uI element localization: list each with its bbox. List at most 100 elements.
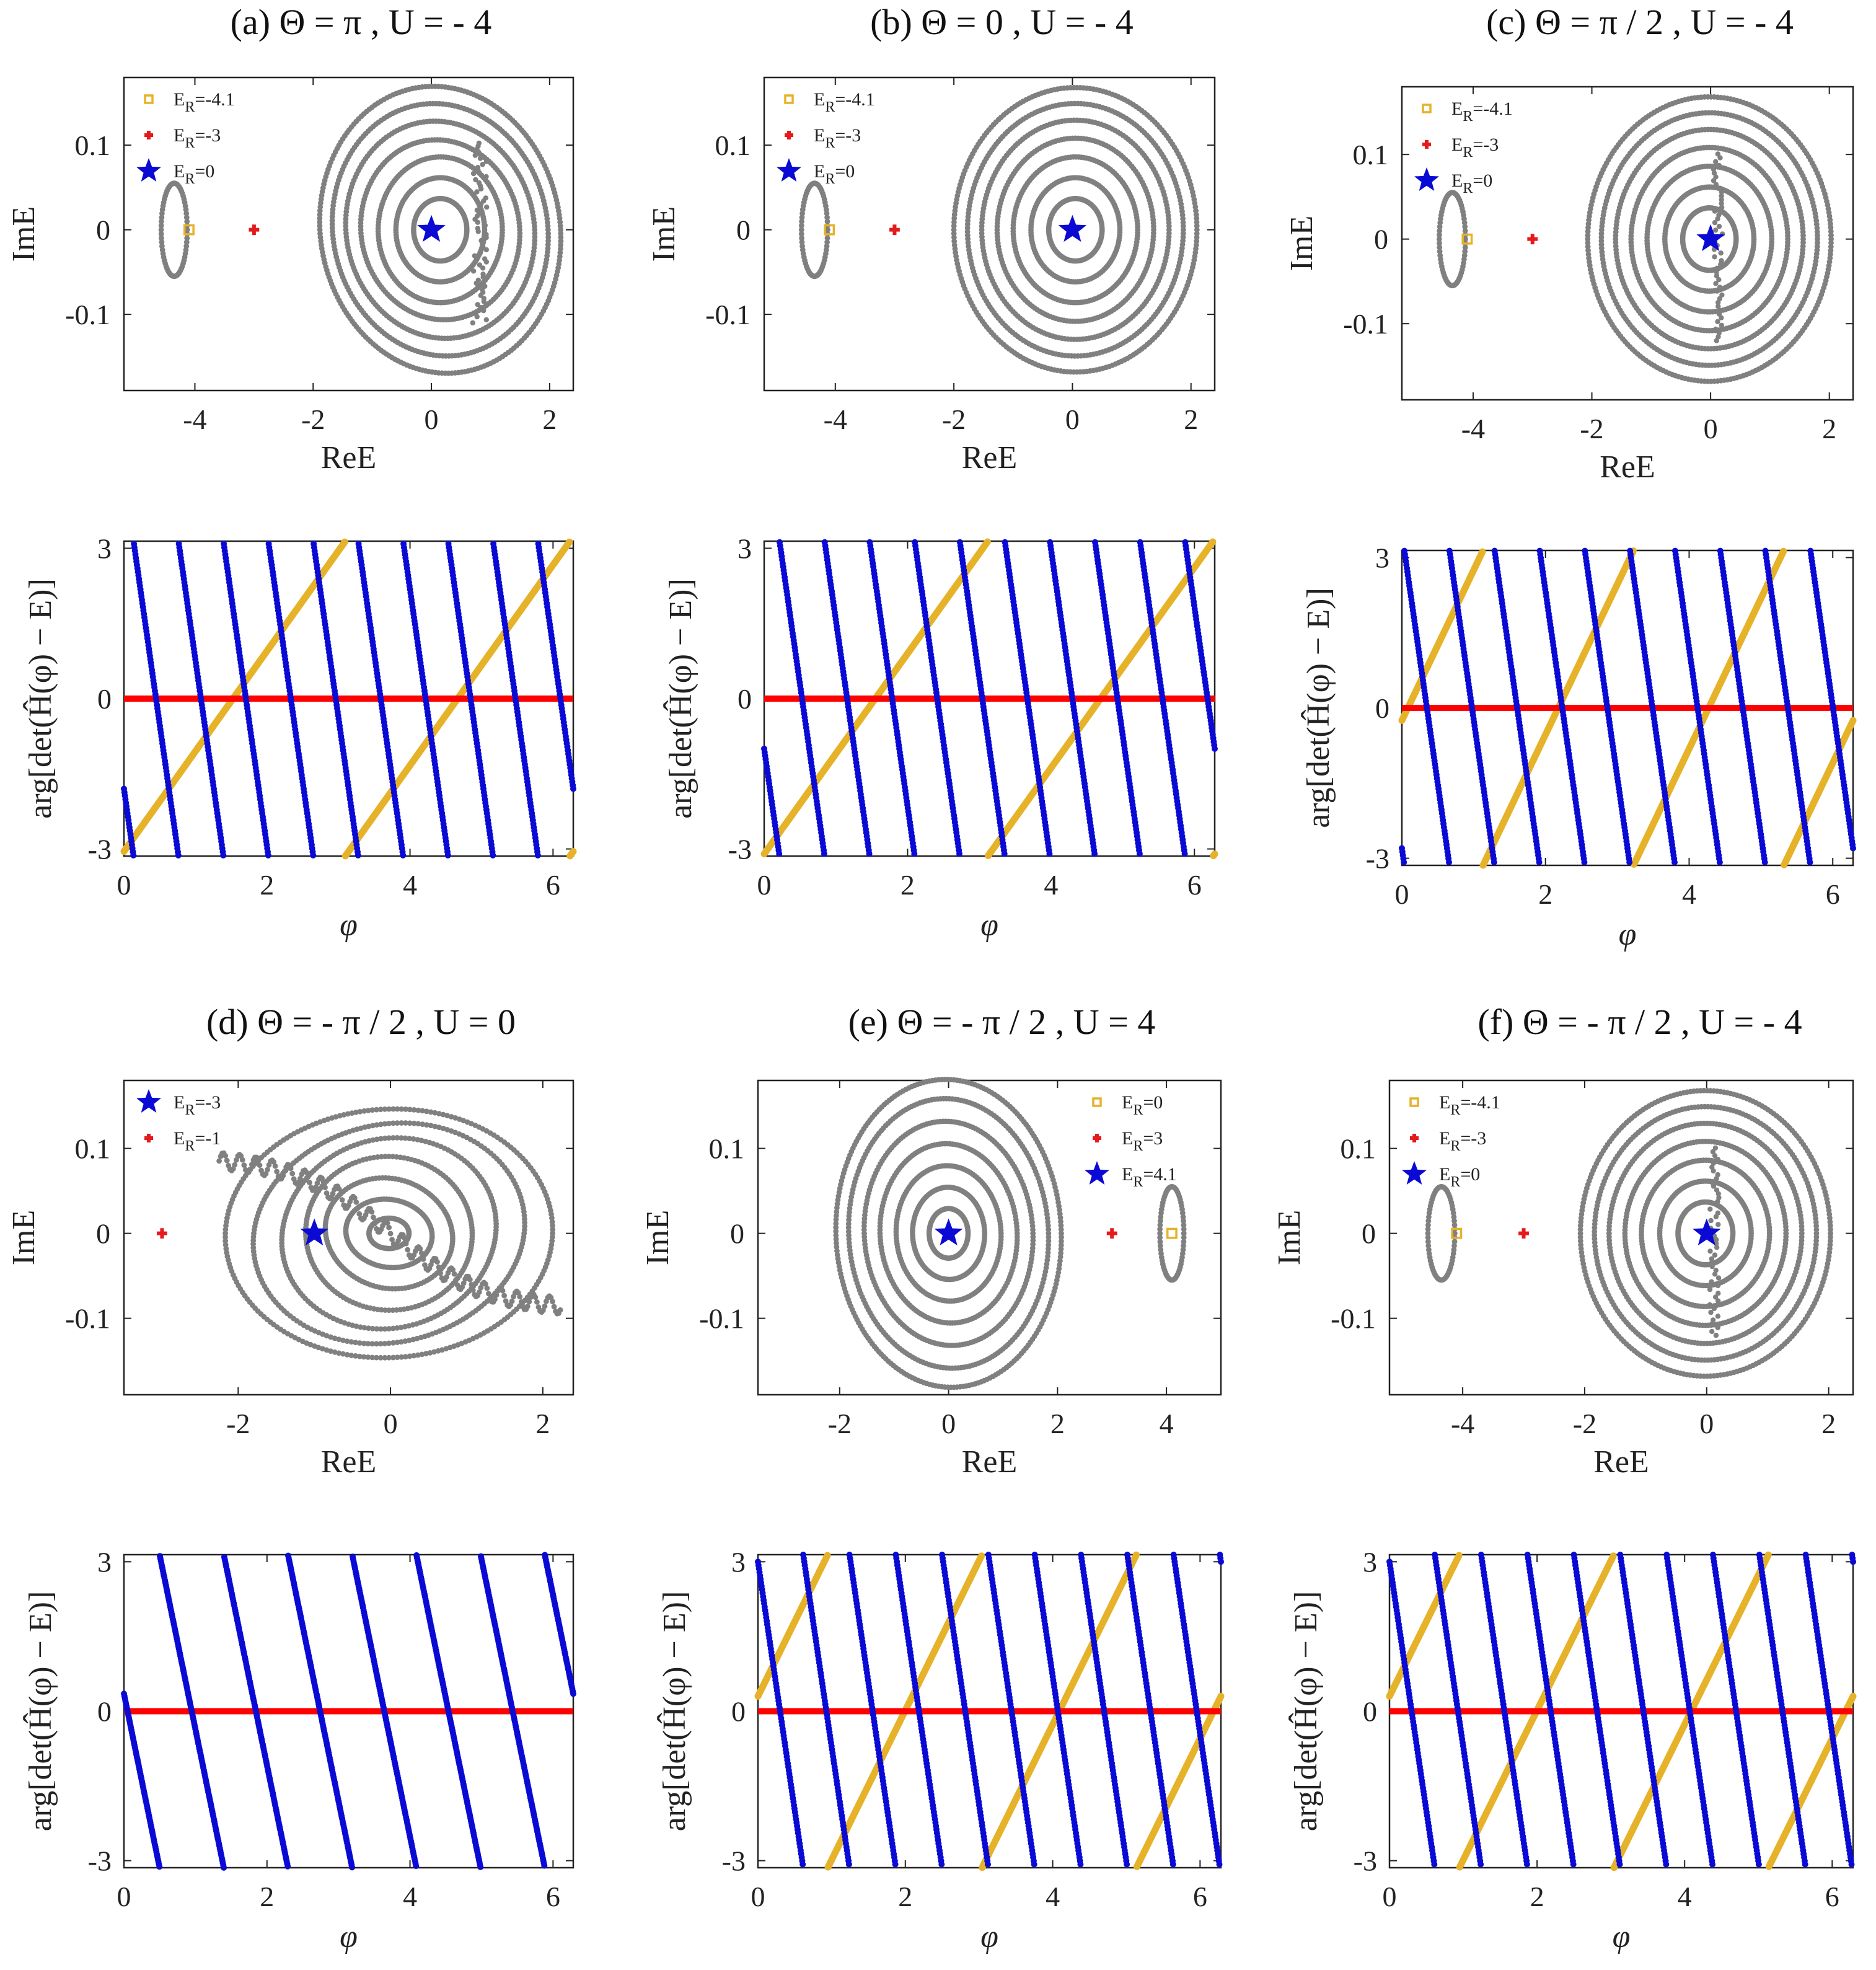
series-ER-4.1 [120, 538, 577, 860]
star-marker [1696, 224, 1725, 252]
x-tick-label: 6 [1187, 869, 1202, 901]
legend-item: ER=-3 [785, 125, 861, 151]
y-tick-label: -0.1 [705, 299, 751, 330]
panel-title: (a) Θ = π , U = - 4 [231, 2, 492, 42]
legend-label: ER=-4.1 [1451, 99, 1513, 125]
x-axis-label: φ [980, 908, 998, 943]
phase-point [1136, 850, 1143, 857]
legend-label: ER=-3 [1451, 135, 1499, 161]
phase-point [220, 852, 227, 859]
x-tick-label: 2 [1538, 878, 1552, 910]
legend-item: ER=-4.1 [1422, 99, 1513, 125]
panel-title: (e) Θ = - π / 2 , U = 4 [848, 1002, 1156, 1042]
y-tick-label: 0 [96, 214, 110, 246]
phase-point [490, 852, 496, 859]
phase-point [130, 852, 137, 859]
phase-point [1209, 538, 1217, 546]
x-tick-label: 6 [546, 869, 560, 901]
star-marker [136, 158, 161, 182]
spectrum-points [1436, 94, 1834, 384]
y-tick-label: -0.1 [1343, 308, 1388, 340]
y-tick-label: 3 [738, 532, 752, 564]
phase-point [1446, 859, 1452, 865]
x-tick-label: 2 [901, 869, 915, 901]
legend-item: ER=0 [136, 158, 214, 187]
legend-item: ER=-4.1 [784, 89, 875, 115]
x-tick-label: 0 [425, 404, 439, 435]
y-tick-label: 3 [1375, 542, 1389, 573]
y-tick-label: 0 [736, 214, 751, 246]
plus-marker [889, 224, 900, 236]
y-tick-label: 3 [97, 532, 112, 564]
x-tick-label: 0 [117, 869, 131, 901]
legend-item: ER=-3 [1422, 135, 1499, 161]
legend-item: ER=-3 [144, 125, 221, 151]
legend-label: ER=-3 [174, 125, 221, 151]
square-marker [183, 224, 195, 236]
plus-marker [1527, 234, 1538, 245]
y-axis-label: ImE [6, 206, 42, 262]
phase-point [570, 785, 576, 792]
x-tick-label: 2 [260, 869, 274, 901]
y-tick-label: 0.1 [75, 130, 111, 161]
y-tick-label: 0 [738, 683, 752, 715]
phase-point [400, 852, 407, 859]
x-tick-label: 0 [757, 869, 772, 901]
phase-point [1716, 859, 1723, 865]
x-tick-label: 2 [542, 404, 557, 435]
plus-marker [249, 224, 260, 236]
phase-point [1211, 850, 1218, 858]
square-marker [1461, 233, 1473, 245]
legend-item: ER=-4.1 [144, 89, 235, 115]
y-axis-label: arg[det(Ĥ(φ) − E)] [22, 578, 58, 819]
phase-point [310, 852, 317, 859]
panel-title: (d) Θ = - π / 2 , U = 0 [206, 1002, 516, 1042]
y-tick-label: -3 [1366, 843, 1389, 875]
phase-point [956, 850, 962, 857]
panel-title: (c) Θ = π / 2 , U = - 4 [1486, 2, 1794, 42]
plus-marker [785, 131, 793, 139]
phase-point [1780, 547, 1787, 555]
y-axis-label: arg[det(Ĥ(φ) − E)] [1300, 588, 1336, 828]
phase-point [821, 850, 827, 857]
phase-point [355, 852, 361, 859]
square-marker [784, 94, 794, 104]
panel-title: (b) Θ = 0 , U = - 4 [870, 2, 1134, 42]
phase-point [1536, 859, 1543, 865]
x-tick-label: 0 [1704, 413, 1718, 444]
phase-point [175, 852, 182, 859]
x-tick-label: 4 [403, 869, 417, 901]
phase-point [1091, 850, 1098, 857]
plus-marker [1422, 140, 1431, 149]
x-tick-label: -4 [1461, 413, 1485, 444]
x-tick-label: 2 [1822, 413, 1836, 444]
y-tick-label: 0 [97, 683, 112, 715]
phase-point [1626, 859, 1633, 865]
phase-point [1181, 850, 1188, 857]
series-ER0 [121, 541, 576, 859]
spectrum-points [158, 83, 564, 376]
legend-item: ER=0 [1414, 167, 1492, 197]
phase-point [866, 850, 873, 857]
star-marker [1058, 214, 1087, 242]
y-tick-label: -0.1 [65, 299, 110, 330]
plot-frame [1401, 86, 1854, 401]
x-axis-label: φ [1619, 917, 1637, 952]
x-tick-label: 4 [1682, 878, 1696, 910]
phase-point [1401, 859, 1407, 865]
phase-point [566, 538, 573, 546]
y-tick-label: 0.1 [1353, 139, 1389, 170]
y-tick-label: 0 [1375, 692, 1389, 724]
legend-label: ER=-3 [814, 125, 861, 151]
phase-point [1671, 859, 1678, 865]
phase-point [911, 850, 918, 857]
legend-item: ER=0 [777, 158, 855, 187]
x-tick-label: -2 [301, 404, 325, 435]
phase-point [776, 850, 783, 857]
phase-point [1849, 717, 1857, 724]
phase-point [1046, 850, 1053, 857]
